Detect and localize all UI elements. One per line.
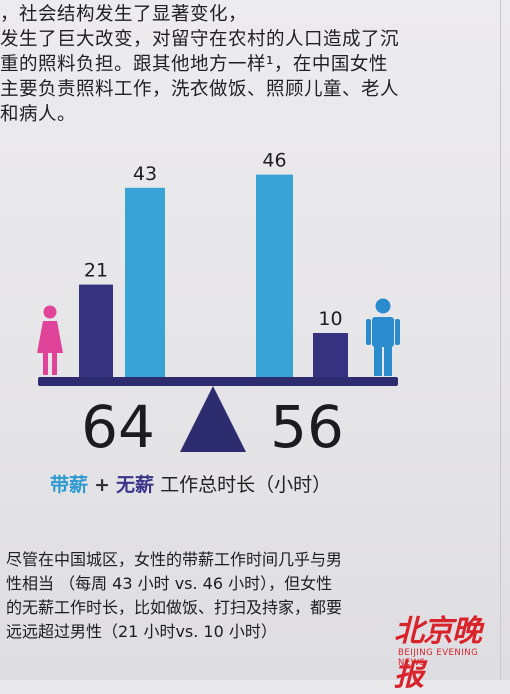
chart-svg: 21 43 46 10 64 56: [37, 150, 400, 461]
total-male: 56: [270, 393, 344, 461]
watermark-subtitle: BEIJING EVENING NEWS: [398, 648, 479, 668]
female-icon-head: [43, 305, 57, 319]
seesaw-fulcrum: [180, 386, 246, 452]
female-icon-leg: [52, 353, 57, 375]
intro-line: ，社会结构发生了显著变化，: [0, 4, 248, 25]
intro-line: 重的照料负担。跟其他地方一样¹，在中国女性: [0, 54, 388, 75]
intro-line: 主要负责照料工作，洗衣做饭、照顾儿童、老人: [0, 79, 400, 100]
male-icon-body: [372, 317, 394, 347]
bar-male-unpaid: [313, 333, 348, 377]
male-icon-arm: [395, 319, 400, 345]
bar-female-unpaid: [79, 284, 113, 377]
bar-value-label: 21: [84, 260, 108, 282]
intro-line: 发生了巨大改变，对留守在农村的人口造成了沉: [0, 29, 400, 50]
watermark-logo: 北京晚报 BEIJING EVENING NEWS: [394, 606, 506, 693]
page-edge: [500, 0, 501, 680]
female-icon-dress: [37, 321, 63, 353]
legend-text: 工作总时长（小时）: [160, 474, 332, 496]
bar-male-paid: [256, 174, 293, 377]
female-icon-leg: [43, 353, 48, 375]
male-icon-leg: [374, 346, 382, 376]
male-icon-leg: [384, 346, 392, 376]
bar-female-paid: [125, 187, 165, 377]
seesaw-beam: [38, 377, 398, 386]
bar-value-label: 43: [133, 163, 157, 185]
legend-unpaid: 无薪: [116, 474, 155, 496]
intro-line: 和病人。: [0, 104, 77, 125]
caption-line: 的无薪工作时长，比如做饭、打扫及持家，都要: [6, 598, 343, 617]
caption-line: 远远超过男性（21 小时vs. 10 小时）: [6, 622, 277, 641]
legend-plus: +: [94, 474, 110, 496]
intro-paragraph: ，社会结构发生了显著变化， 发生了巨大改变，对留守在农村的人口造成了沉 重的照料…: [0, 2, 510, 127]
chart-legend: 带薪 + 无薪 工作总时长（小时）: [50, 470, 331, 497]
bar-value-label: 10: [318, 308, 342, 330]
bar-value-label: 46: [262, 150, 286, 172]
total-female: 64: [81, 393, 155, 461]
caption-paragraph: 尽管在中国城区，女性的带薪工作时间几乎与男 性相当 （每周 43 小时 vs. …: [6, 548, 506, 644]
chart: 21 43 46 10 64 56: [37, 150, 400, 461]
male-icon-head: [375, 298, 391, 314]
male-icon-arm: [366, 319, 371, 345]
legend-paid: 带薪: [50, 474, 89, 496]
caption-line: 尽管在中国城区，女性的带薪工作时间几乎与男: [6, 550, 343, 569]
caption-line: 性相当 （每周 43 小时 vs. 46 小时），但女性: [6, 574, 333, 593]
